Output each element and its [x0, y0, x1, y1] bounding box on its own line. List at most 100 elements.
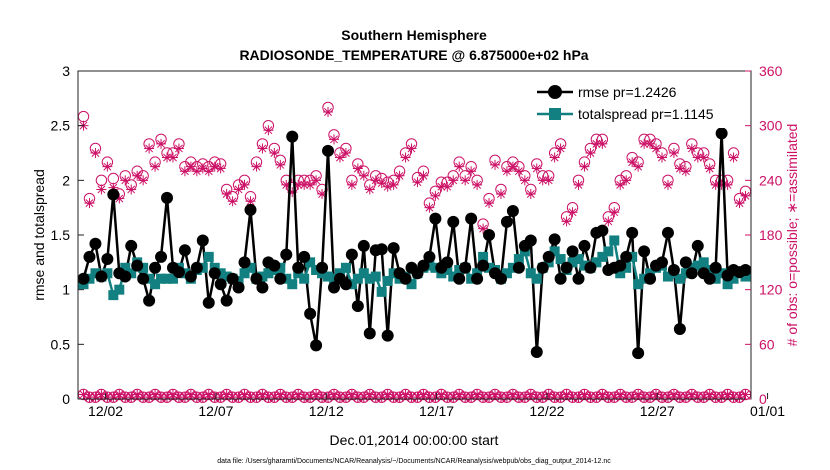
totalspread-point	[102, 268, 113, 279]
rmse-point	[453, 272, 466, 285]
totalspread-point	[156, 273, 167, 284]
obs-rejected-point	[447, 391, 459, 403]
rmse-point	[280, 248, 293, 261]
x-tick-label: 12/22	[529, 403, 564, 419]
totalspread-point	[382, 275, 393, 286]
obs-rejected-assimilated-point	[549, 392, 560, 403]
obs-rejected-point	[322, 391, 334, 403]
obs-rejected-assimilated-point	[597, 389, 608, 400]
totalspread-point	[615, 268, 626, 279]
totalspread-point	[233, 275, 244, 286]
obs-rejected-assimilated-point	[251, 392, 262, 403]
obs-rejected-assimilated-point	[668, 389, 679, 400]
obs-assimilated-point	[102, 161, 113, 172]
rmse-point	[172, 266, 185, 279]
obs-assimilated-point	[120, 175, 131, 186]
obs-assimilated-point	[239, 179, 250, 190]
obs-rejected-assimilated-point	[132, 389, 143, 400]
rmse-point	[691, 239, 704, 252]
totalspread-point	[513, 254, 524, 265]
obs-rejected-point	[489, 388, 501, 401]
totalspread-point	[305, 257, 316, 268]
obs-rejected-point	[704, 388, 716, 401]
obs-rejected-assimilated-point	[156, 392, 167, 403]
obs-rejected-assimilated-point	[108, 392, 119, 403]
obs-rejected-assimilated-point	[293, 389, 304, 400]
obs-rejected-assimilated-point	[120, 392, 131, 403]
obs-assimilated-point	[245, 196, 256, 207]
legend-rmse-label: rmse pr=1.2426	[578, 84, 677, 100]
obs-rejected-assimilated-point	[400, 389, 411, 400]
obs-rejected-assimilated-point	[317, 392, 328, 403]
obs-rejected-assimilated-point	[114, 389, 125, 400]
obs-assimilated-point	[710, 179, 721, 190]
obs-assimilated-point	[490, 159, 501, 170]
obs-rejected-assimilated-point	[340, 392, 351, 403]
obs-assimilated-point	[257, 143, 268, 154]
chart-title: Southern Hemisphere	[341, 27, 487, 43]
rmse-line	[82, 132, 746, 355]
totalspread-point	[448, 271, 459, 282]
totalspread-point	[179, 268, 190, 279]
rmse-point	[709, 261, 722, 274]
rmse-point	[459, 261, 472, 274]
obs-rejected-point	[626, 391, 638, 403]
y-tick-label-left: 2.5	[51, 118, 71, 134]
obs-rejected-point	[89, 391, 102, 403]
obs-assimilated-point	[114, 193, 125, 204]
y-tick-label-right: 60	[759, 336, 775, 352]
rmse-point	[286, 130, 299, 143]
totalspread-point	[239, 268, 250, 279]
obs-assimilated-point	[323, 107, 334, 117]
totalspread-point	[454, 264, 465, 275]
obs-rejected-point	[662, 391, 674, 403]
rmse-point	[471, 272, 484, 285]
obs-assimilated-point	[609, 207, 620, 218]
obs-assimilated-point	[364, 184, 375, 195]
obs-rejected-point	[250, 391, 263, 403]
obs-rejected-assimilated-point	[358, 392, 369, 403]
obs-rejected-assimilated-point	[674, 392, 685, 403]
rmse-point	[483, 229, 496, 241]
rmse-point	[149, 261, 162, 274]
obs-rejected-assimilated-point	[573, 392, 584, 403]
obs-rejected-point	[733, 391, 746, 403]
totalspread-point	[358, 268, 369, 279]
obs-rejected-assimilated-point	[281, 392, 292, 403]
rmse-point	[125, 239, 138, 252]
obs-rejected-point	[125, 391, 137, 403]
obs-rejected-assimilated-point	[430, 392, 441, 403]
obs-rejected-point	[179, 391, 191, 403]
totalspread-point	[406, 279, 417, 290]
obs-assimilated-point	[132, 170, 143, 181]
obs-assimilated-point	[305, 179, 316, 190]
y-tick-label-right: 180	[759, 227, 783, 243]
totalspread-point	[167, 273, 178, 284]
obs-rejected-assimilated-point	[418, 389, 429, 400]
obs-rejected-assimilated-point	[394, 392, 405, 403]
obs-rejected-assimilated-point	[627, 392, 638, 403]
rmse-point	[399, 272, 412, 285]
obs-rejected-assimilated-point	[185, 389, 196, 400]
obs-rejected-assimilated-point	[680, 392, 691, 403]
obs-rejected-assimilated-point	[543, 389, 554, 400]
obs-rejected-assimilated-point	[692, 392, 703, 403]
obs-rejected-assimilated-point	[662, 392, 673, 403]
obs-assimilated-point	[656, 152, 667, 163]
y-tick-label-left: 1.5	[51, 227, 71, 243]
obs-rejected-assimilated-point	[501, 392, 512, 403]
obs-assimilated-point	[662, 179, 673, 190]
rmse-point	[345, 248, 358, 261]
obs-rejected-point	[560, 388, 573, 401]
obs-rejected-assimilated-point	[275, 389, 286, 400]
obs-assimilated-point	[144, 143, 155, 154]
rmse-point	[423, 250, 436, 263]
obs-assimilated-point	[424, 202, 435, 213]
obs-rejected-point	[375, 391, 388, 403]
totalspread-point	[603, 246, 614, 257]
totalspread-point	[323, 271, 334, 282]
rmse-point	[316, 261, 329, 274]
obs-rejected-point	[304, 391, 316, 403]
y-tick-label-right: 120	[759, 282, 783, 298]
rmse-point	[620, 250, 633, 263]
